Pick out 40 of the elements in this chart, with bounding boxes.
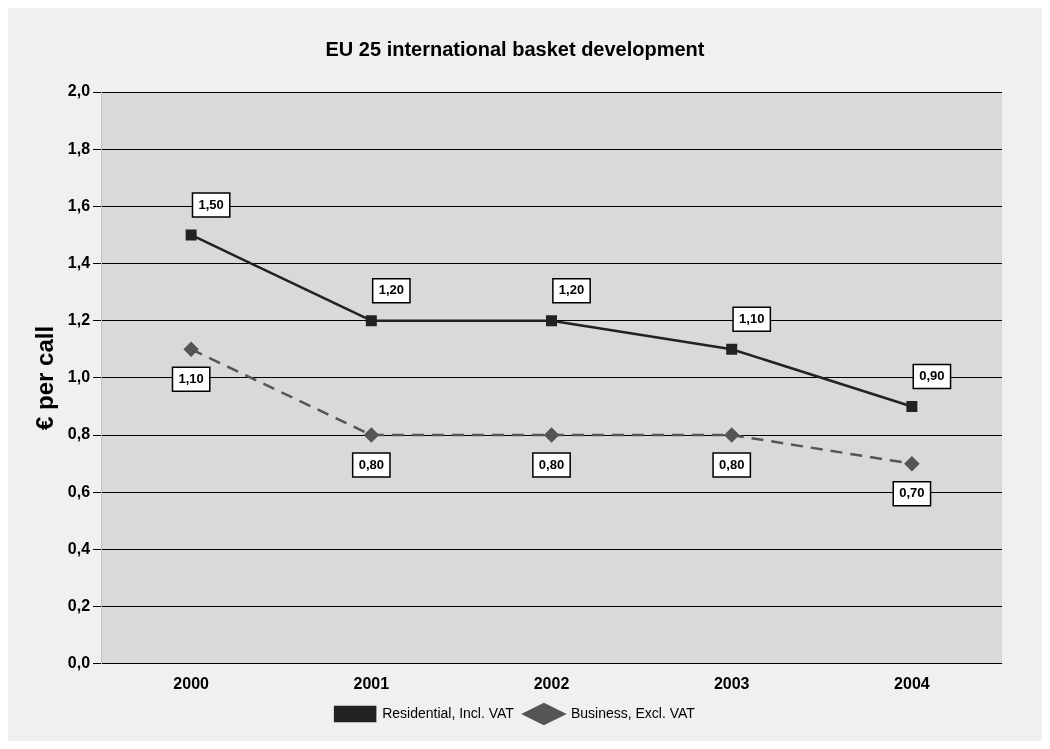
- y-tick-label: 0,4: [67, 539, 91, 557]
- data-label: 1,20: [378, 282, 404, 298]
- data-label: 1,10: [178, 370, 204, 386]
- data-label: 0,90: [919, 368, 945, 384]
- data-label: 1,10: [739, 310, 765, 326]
- point: [183, 342, 199, 357]
- data-label: 0,80: [538, 456, 565, 472]
- y-tick-label: 0,6: [67, 482, 91, 500]
- legend-label: Business, Excl. VAT: [570, 704, 696, 721]
- y-tick-label: 0,8: [67, 425, 91, 443]
- data-label: 0,80: [719, 456, 745, 472]
- y-tick-label: 1,0: [67, 368, 91, 386]
- legend-label: Residential, Incl. VAT: [382, 704, 515, 721]
- point: [365, 315, 377, 327]
- x-tick-label: 2004: [894, 674, 930, 692]
- point: [364, 427, 379, 443]
- y-tick-label: 0,2: [67, 597, 91, 615]
- y-tick-label: 1,8: [67, 139, 91, 157]
- y-tick-label: 2,0: [67, 82, 91, 100]
- y-tick-label: 1,2: [67, 311, 91, 329]
- data-label: 0,70: [899, 485, 925, 501]
- data-label: 1,20: [558, 282, 585, 298]
- y-tick-label: 0,0: [67, 654, 91, 672]
- x-tick-label: 2002: [533, 674, 570, 692]
- point: [544, 427, 559, 443]
- data-label: 0,80: [358, 456, 384, 472]
- y-tick-label: 1,4: [67, 253, 91, 271]
- point: [724, 427, 739, 443]
- point: [546, 315, 558, 327]
- point: [726, 343, 738, 355]
- y-tick-label: 1,6: [67, 196, 91, 214]
- point: [906, 401, 918, 412]
- chart-title: EU 25 international basket development: [325, 37, 705, 60]
- x-tick-label: 2001: [353, 674, 390, 692]
- point: [185, 229, 197, 241]
- x-tick-label: 2000: [173, 674, 210, 692]
- point: [904, 456, 920, 471]
- y-axis-title: € per call: [31, 325, 59, 430]
- data-label: 1,50: [198, 196, 224, 212]
- x-tick-label: 2003: [713, 674, 750, 692]
